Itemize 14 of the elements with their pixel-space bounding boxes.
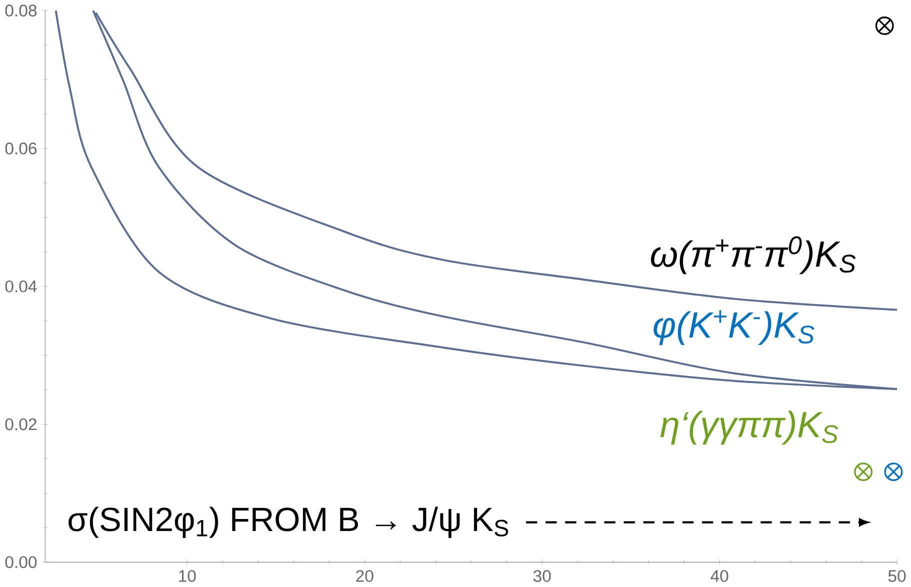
x-tick-label: 40	[710, 570, 728, 582]
annotation: σ(SIN2φ$_{1}$) FROM B → J/ψ K$_{S}$	[68, 506, 508, 538]
x-tick-label: 50	[888, 570, 906, 582]
y-tick-label: 0.08	[5, 4, 37, 17]
y-tick-label: 0.04	[5, 280, 37, 292]
series-label: φ(K$^{+}$K$^{-}$)K$_{S}$	[654, 310, 814, 346]
y-tick-label: 0.00	[5, 556, 37, 568]
series-label: ω(π$^{+}$π$^{-}$π$^{0}$)K$_{S}$	[650, 236, 856, 274]
x-tick-label: 30	[533, 570, 551, 582]
y-tick-label: 0.06	[5, 142, 37, 155]
x-tick-label: 10	[179, 570, 196, 582]
series-label: η‘(γγππ)K$_{S}$	[660, 411, 838, 445]
y-tick-label: 0.02	[5, 418, 36, 430]
x-tick-label: 20	[356, 570, 374, 582]
